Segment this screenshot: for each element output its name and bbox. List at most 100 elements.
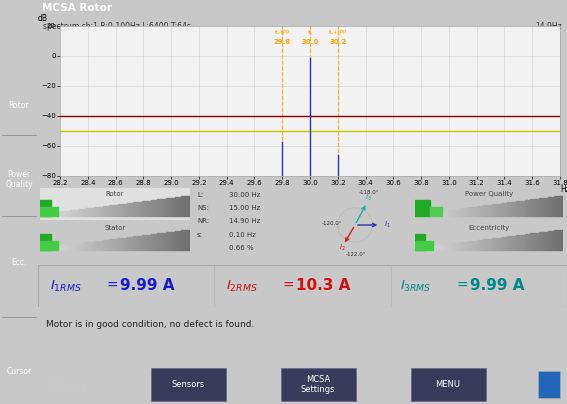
Bar — [459, 242, 462, 250]
Bar — [40, 248, 43, 250]
Bar — [40, 206, 58, 216]
Bar — [415, 240, 433, 250]
Bar — [459, 208, 462, 216]
Bar — [456, 209, 459, 216]
Bar — [451, 210, 454, 216]
Bar — [483, 240, 486, 250]
Bar — [510, 202, 513, 216]
Bar — [415, 200, 430, 216]
Bar — [40, 214, 43, 216]
Bar — [109, 240, 112, 250]
Bar — [166, 232, 169, 250]
Bar — [130, 203, 133, 216]
Bar — [82, 243, 85, 250]
Bar — [160, 233, 163, 250]
Bar — [551, 231, 554, 250]
Text: 30.2: 30.2 — [329, 40, 346, 46]
Bar — [172, 198, 175, 216]
Bar — [492, 238, 495, 250]
Bar — [474, 206, 477, 216]
Text: =: = — [282, 279, 294, 293]
Bar — [527, 200, 531, 216]
Bar — [539, 232, 542, 250]
Bar — [415, 214, 418, 216]
Bar — [415, 248, 418, 250]
Bar — [150, 368, 226, 401]
Bar — [151, 234, 154, 250]
Text: Rotor: Rotor — [9, 101, 29, 109]
Bar — [52, 213, 55, 216]
Bar — [462, 208, 466, 216]
Bar — [477, 240, 480, 250]
Bar — [133, 202, 136, 216]
Bar — [539, 198, 542, 216]
Text: -118.0°: -118.0° — [358, 190, 379, 195]
X-axis label: Hz: Hz — [560, 185, 567, 194]
Bar — [462, 242, 466, 250]
Bar — [557, 230, 560, 250]
Text: Rotor: Rotor — [106, 191, 124, 197]
Text: MCSA Rotor: MCSA Rotor — [42, 3, 112, 13]
Bar — [522, 201, 524, 216]
Bar — [507, 236, 510, 250]
Bar — [534, 233, 536, 250]
Bar — [181, 196, 184, 216]
Bar — [442, 245, 445, 250]
Bar — [154, 200, 157, 216]
Bar — [157, 234, 160, 250]
Bar — [466, 208, 468, 216]
Bar — [169, 232, 172, 250]
Bar — [480, 240, 483, 250]
Text: $I_1$: $I_1$ — [384, 219, 390, 229]
Text: L:: L: — [197, 191, 204, 198]
Bar — [451, 244, 454, 250]
Bar — [181, 231, 184, 250]
Bar — [501, 203, 504, 216]
Bar — [424, 247, 427, 250]
Bar — [468, 241, 471, 250]
Text: 30.00 Hz: 30.00 Hz — [229, 191, 260, 198]
Text: =: = — [106, 279, 117, 293]
Bar — [97, 207, 100, 216]
Text: MCSA
Settings: MCSA Settings — [301, 375, 335, 394]
Text: 9.99 A: 9.99 A — [470, 278, 524, 293]
Bar — [175, 197, 178, 216]
Bar — [136, 202, 139, 216]
Text: 9.99 A: 9.99 A — [120, 278, 175, 293]
Bar — [157, 200, 160, 216]
Bar — [46, 247, 49, 250]
Bar — [498, 238, 501, 250]
Bar — [109, 206, 112, 216]
Bar — [542, 198, 545, 216]
Bar — [97, 241, 100, 250]
Bar — [142, 236, 145, 250]
Bar — [169, 198, 172, 216]
Bar — [88, 208, 91, 216]
Bar — [531, 234, 534, 250]
Bar — [175, 231, 178, 250]
Bar — [46, 213, 49, 216]
Bar — [43, 248, 46, 250]
Bar — [492, 204, 495, 216]
Bar — [495, 204, 498, 216]
Text: NS:: NS: — [197, 205, 209, 211]
Bar — [545, 198, 548, 216]
Text: dB: dB — [37, 14, 48, 23]
Bar — [52, 246, 55, 250]
Bar — [527, 234, 531, 250]
Text: 0.10 Hz: 0.10 Hz — [229, 231, 256, 238]
Bar — [103, 206, 106, 216]
Bar — [418, 248, 421, 250]
Bar — [40, 240, 58, 250]
Bar — [560, 196, 563, 216]
Bar — [433, 246, 435, 250]
Text: 14.90 Hz: 14.90 Hz — [229, 218, 260, 224]
Bar — [55, 212, 58, 216]
Bar — [510, 236, 513, 250]
Bar — [522, 235, 524, 250]
Bar — [76, 244, 79, 250]
Bar — [73, 244, 76, 250]
Text: 30.0: 30.0 — [301, 40, 319, 46]
Bar — [557, 196, 560, 216]
Text: Power Quality: Power Quality — [465, 191, 513, 197]
